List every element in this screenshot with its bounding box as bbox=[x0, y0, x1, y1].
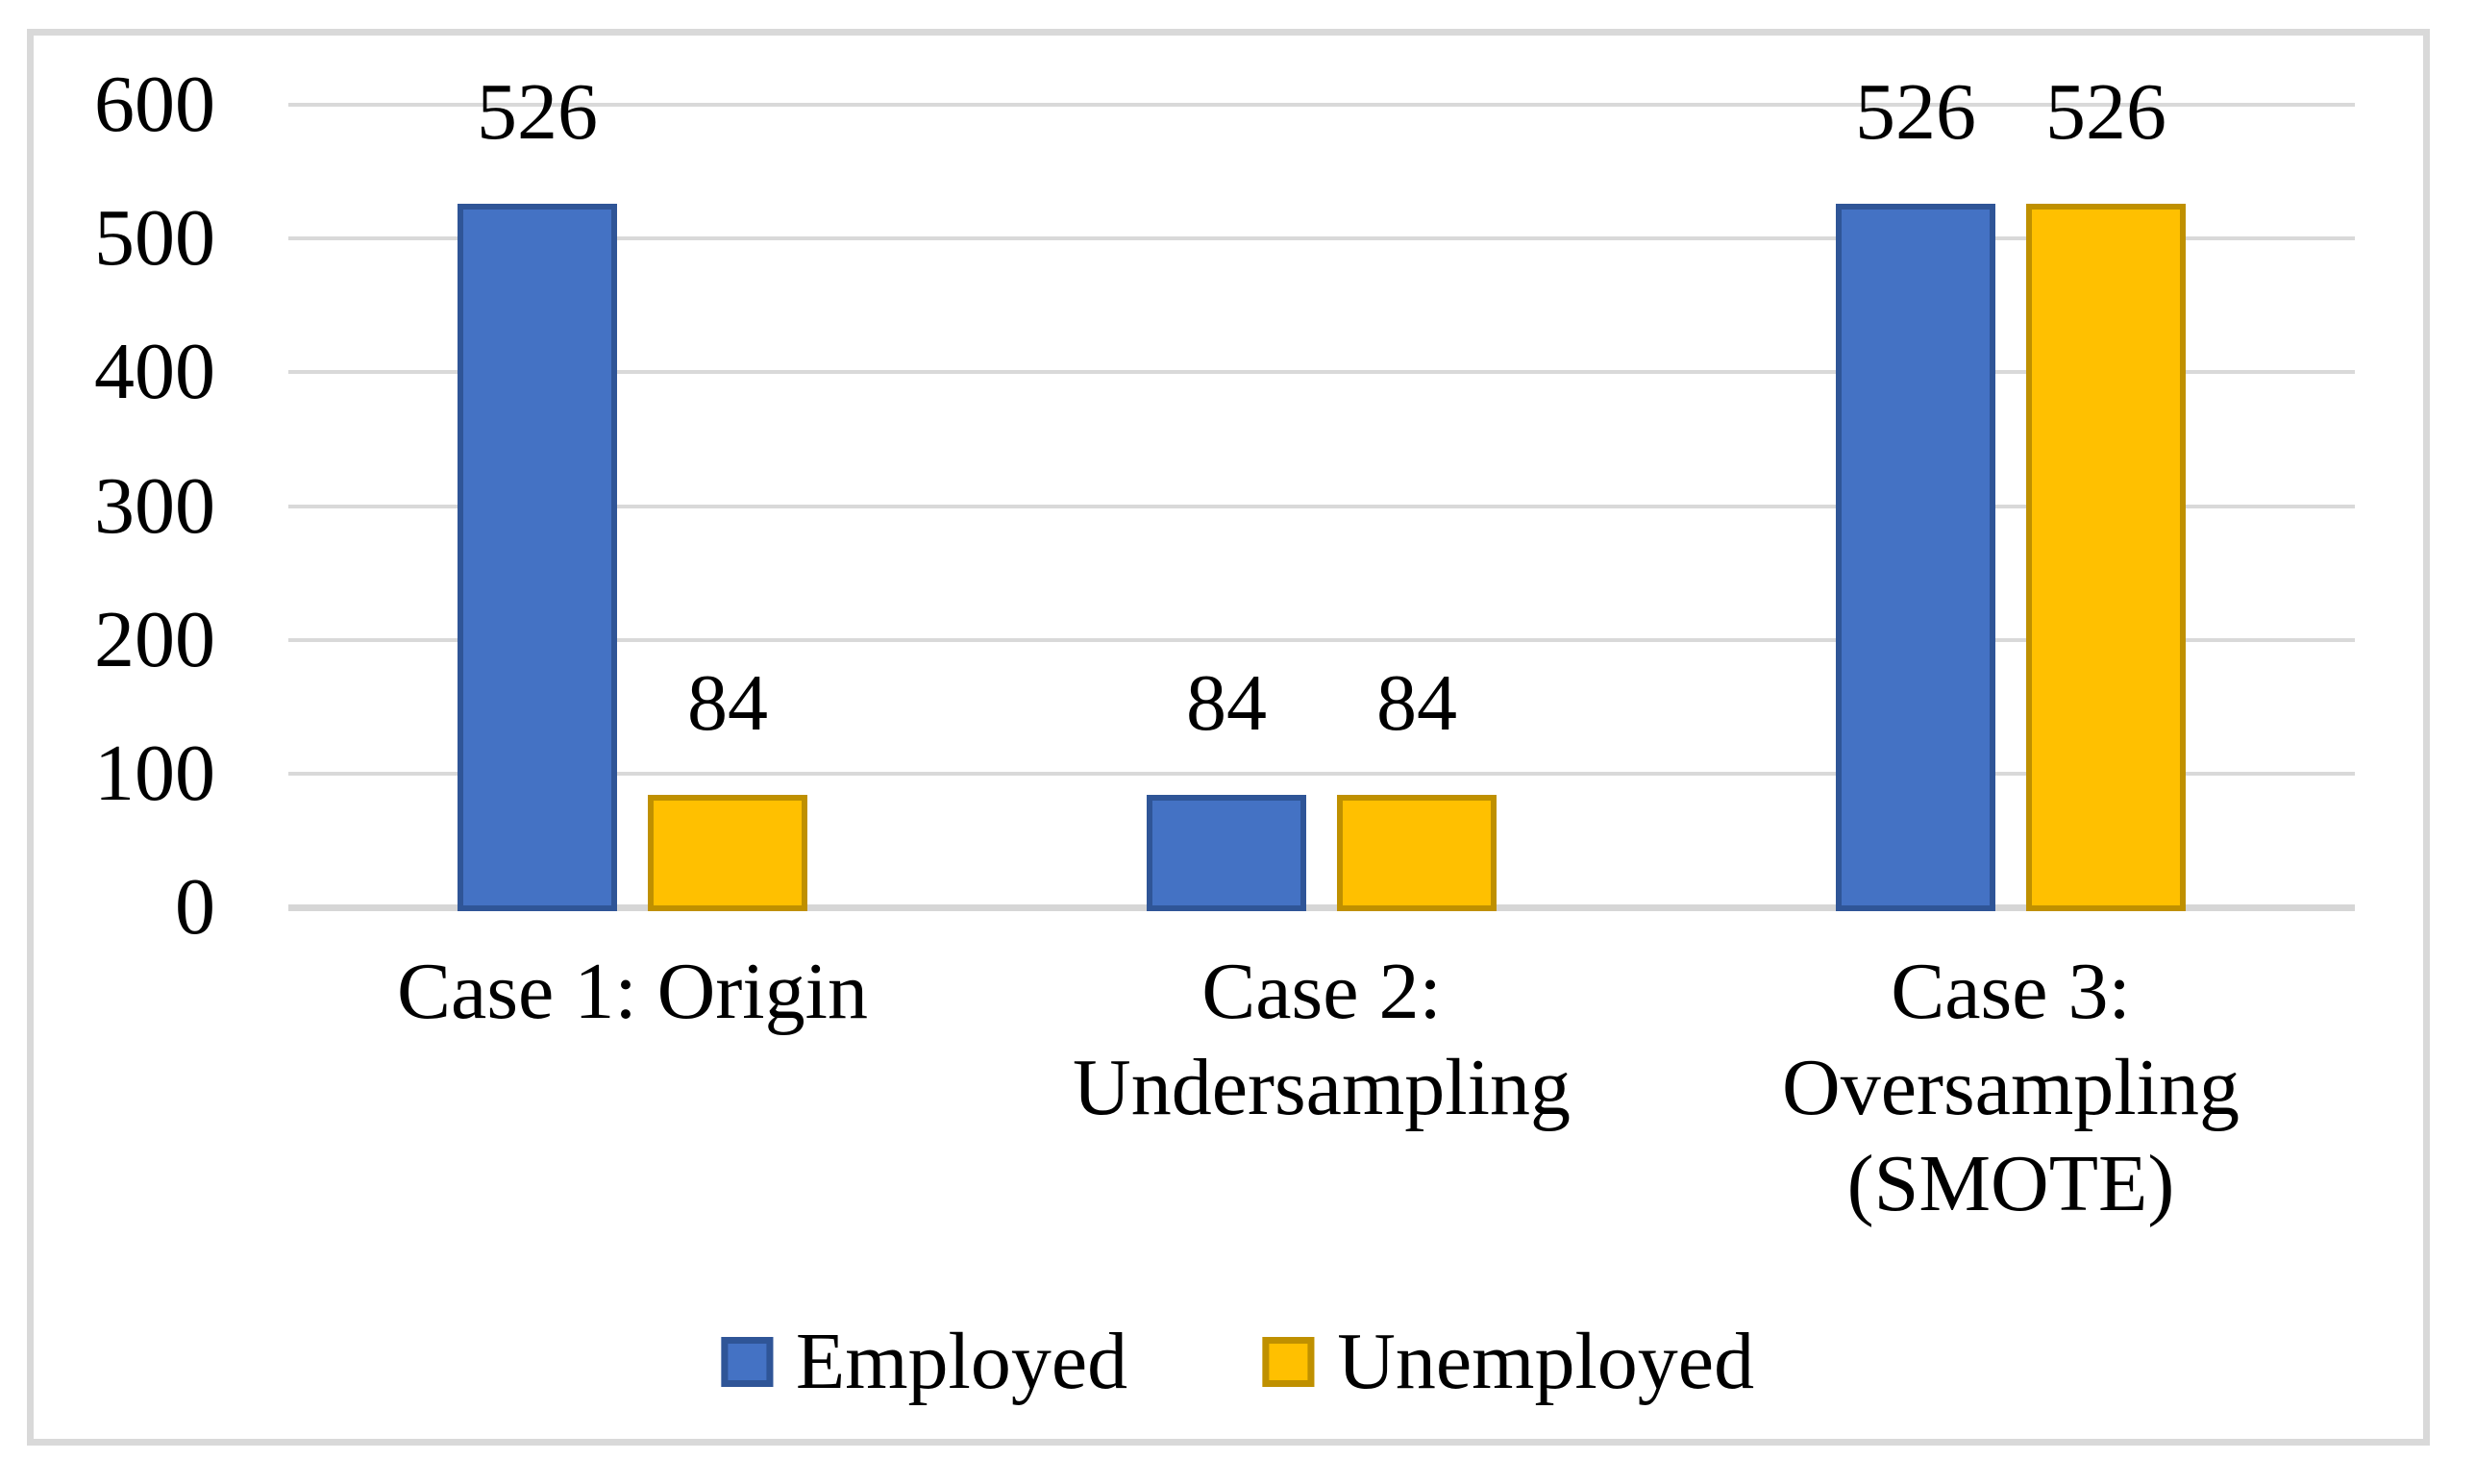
bar-employed-case3 bbox=[1836, 204, 1995, 911]
legend-item-unemployed: Unemployed bbox=[1262, 1315, 1754, 1408]
data-label-unemployed-case1: 84 bbox=[687, 658, 768, 748]
x-category-label-case3: Case 3: Oversampling (SMOTE) bbox=[1626, 944, 2395, 1232]
data-label-employed-case2: 84 bbox=[1186, 658, 1267, 748]
gridline-500 bbox=[288, 236, 2355, 240]
bar-employed-case1 bbox=[458, 204, 617, 911]
gridline-300 bbox=[288, 505, 2355, 508]
y-tick-label-100: 100 bbox=[94, 729, 215, 818]
gridline-200 bbox=[288, 638, 2355, 642]
gridline-400 bbox=[288, 370, 2355, 374]
legend-swatch-employed bbox=[720, 1336, 773, 1387]
data-label-employed-case3: 526 bbox=[1855, 67, 1976, 157]
y-tick-label-400: 400 bbox=[94, 327, 215, 416]
y-tick-label-0: 0 bbox=[175, 862, 215, 952]
gridline-100 bbox=[288, 772, 2355, 776]
legend-swatch-unemployed bbox=[1262, 1336, 1315, 1387]
y-tick-label-600: 600 bbox=[94, 60, 215, 149]
x-category-label-line: Undersampling bbox=[1073, 1043, 1571, 1132]
data-label-unemployed-case2: 84 bbox=[1376, 658, 1457, 748]
x-category-label-line: Case 2: bbox=[1201, 947, 1442, 1036]
x-category-label-line: Case 1: Origin bbox=[397, 947, 868, 1036]
x-category-label-line: (SMOTE) bbox=[1846, 1139, 2175, 1228]
bar-unemployed-case2 bbox=[1337, 795, 1497, 911]
chart-frame-border bbox=[27, 29, 2430, 1446]
x-category-label-case2: Case 2: Undersampling bbox=[937, 944, 1706, 1136]
y-tick-label-200: 200 bbox=[94, 595, 215, 684]
x-category-label-line: Oversampling bbox=[1782, 1043, 2240, 1132]
legend-item-employed: Employed bbox=[720, 1315, 1128, 1408]
bar-employed-case2 bbox=[1147, 795, 1306, 911]
legend-label-employed: Employed bbox=[795, 1317, 1128, 1406]
y-tick-label-500: 500 bbox=[94, 193, 215, 283]
data-label-employed-case1: 526 bbox=[477, 67, 598, 157]
gridline-600 bbox=[288, 103, 2355, 107]
bar-unemployed-case1 bbox=[648, 795, 807, 911]
y-tick-label-300: 300 bbox=[94, 461, 215, 551]
x-category-label-line: Case 3: bbox=[1891, 947, 2131, 1036]
x-axis-line bbox=[288, 904, 2355, 911]
bar-unemployed-case3 bbox=[2026, 204, 2186, 911]
legend-label-unemployed: Unemployed bbox=[1337, 1317, 1755, 1406]
data-label-unemployed-case3: 526 bbox=[2045, 67, 2166, 157]
x-category-label-case1: Case 1: Origin bbox=[248, 944, 1017, 1040]
legend: Employed Unemployed bbox=[720, 1315, 1754, 1408]
